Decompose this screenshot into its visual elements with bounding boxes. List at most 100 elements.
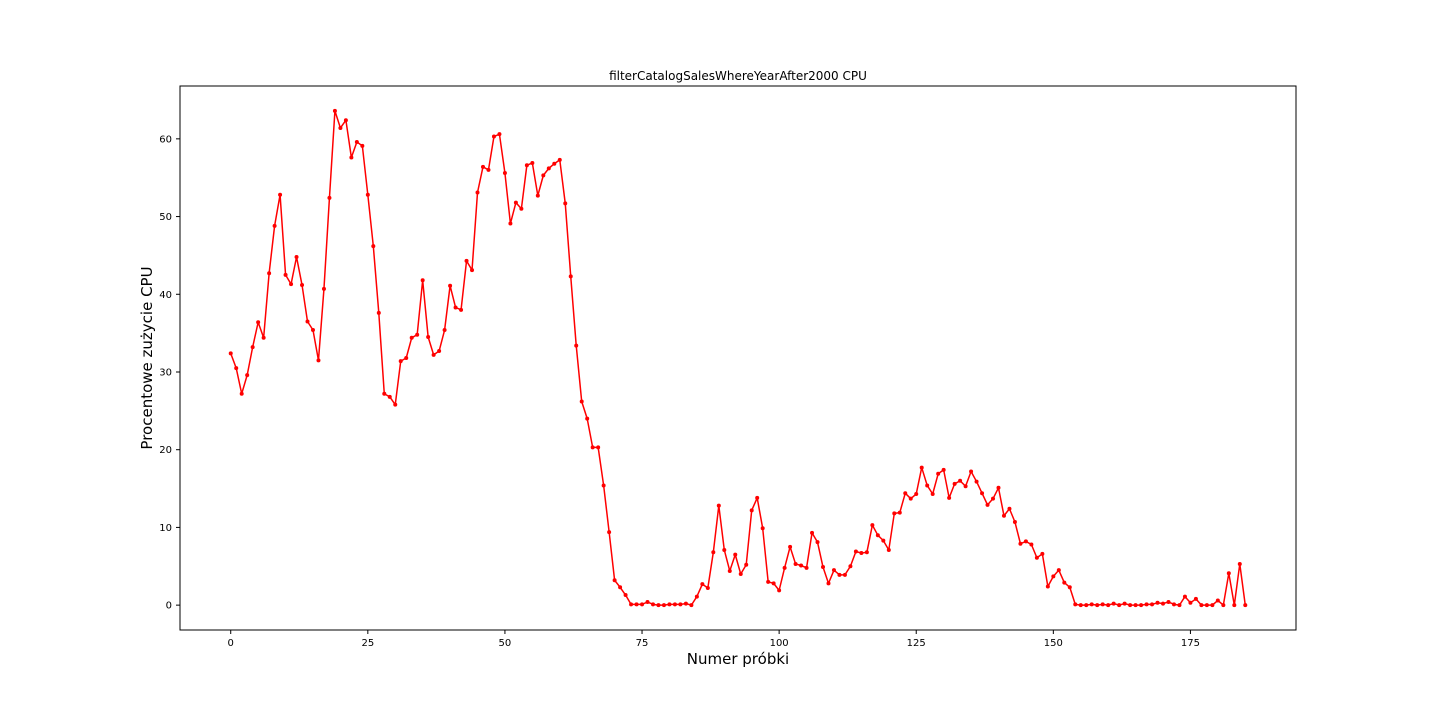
data-point [1040,551,1045,556]
data-point [574,343,579,348]
data-point [393,402,398,407]
data-point [437,349,442,354]
data-point [1111,601,1116,606]
data-point [1062,580,1067,585]
data-point [678,602,683,607]
data-point [1188,600,1193,605]
data-point [459,307,464,312]
data-point [651,602,655,607]
data-point [1122,601,1127,606]
data-point [431,352,436,357]
data-point [332,108,337,113]
data-point [1133,603,1138,608]
data-point [958,478,963,483]
data-point [623,593,628,598]
data-point [1215,598,1220,603]
data-point [788,544,793,549]
data-point [744,562,749,567]
data-point [508,221,513,226]
data-point [579,399,584,404]
data-point [1210,603,1215,608]
data-point [376,310,381,315]
data-point [837,572,842,577]
data-point [766,579,771,584]
data-point [294,254,299,259]
data-point [996,485,1001,490]
data-point [1161,601,1166,606]
data-point [864,550,869,555]
data-point [426,335,431,340]
x-tick-label: 50 [499,638,512,649]
y-tick-label: 40 [159,290,172,301]
data-point [278,192,283,197]
data-point [491,134,496,139]
data-point [947,495,952,500]
data-point [831,568,836,573]
data-point [969,469,974,474]
data-point [568,274,573,279]
data-point [810,530,815,535]
data-point [261,335,266,340]
data-point [316,358,321,363]
data-point [755,495,760,500]
data-point [519,206,524,211]
data-point [546,166,551,171]
data-point [925,483,930,488]
data-point [349,155,354,160]
data-point [228,351,233,356]
data-point [848,564,853,569]
data-point [300,282,305,287]
data-point [1221,603,1226,608]
data-point [420,278,425,283]
data-point [1067,585,1072,590]
data-point [694,594,699,599]
data-point [640,602,645,607]
data-point [683,601,688,606]
data-point [256,320,261,325]
data-point [245,373,250,378]
data-point [711,550,716,555]
data-point [1029,542,1034,547]
data-point [1023,539,1028,544]
y-tick-label: 20 [159,445,172,456]
data-point [1232,603,1237,608]
data-point [815,540,820,545]
data-point [930,492,935,496]
x-tick-label: 175 [1181,638,1200,649]
x-tick-label: 100 [770,638,789,649]
data-point [1084,603,1089,608]
data-point [305,319,310,324]
data-point [360,143,365,148]
data-point [634,602,639,607]
data-point [1193,596,1198,601]
data-point [535,193,540,198]
data-point [1106,603,1111,608]
data-point [1056,568,1061,573]
data-point [1226,571,1231,576]
y-tick-label: 50 [159,212,172,223]
x-tick-label: 125 [907,638,926,649]
data-point [1095,603,1100,608]
y-tick-label: 0 [166,601,172,612]
data-point [382,391,387,396]
data-point [980,491,985,496]
data-point [672,602,677,607]
data-point [404,356,409,360]
data-point [689,603,694,608]
data-point [897,510,902,515]
data-point [963,484,968,489]
data-point [985,502,990,507]
data-point [601,483,606,488]
data-point [799,563,804,568]
data-point [541,173,546,178]
data-point [1100,602,1105,607]
data-point [974,479,979,484]
data-point [738,572,743,577]
data-point [1177,603,1182,608]
data-point [875,533,880,538]
data-point [777,588,782,593]
data-point [842,572,847,577]
data-point [903,491,908,496]
data-point [524,163,529,168]
